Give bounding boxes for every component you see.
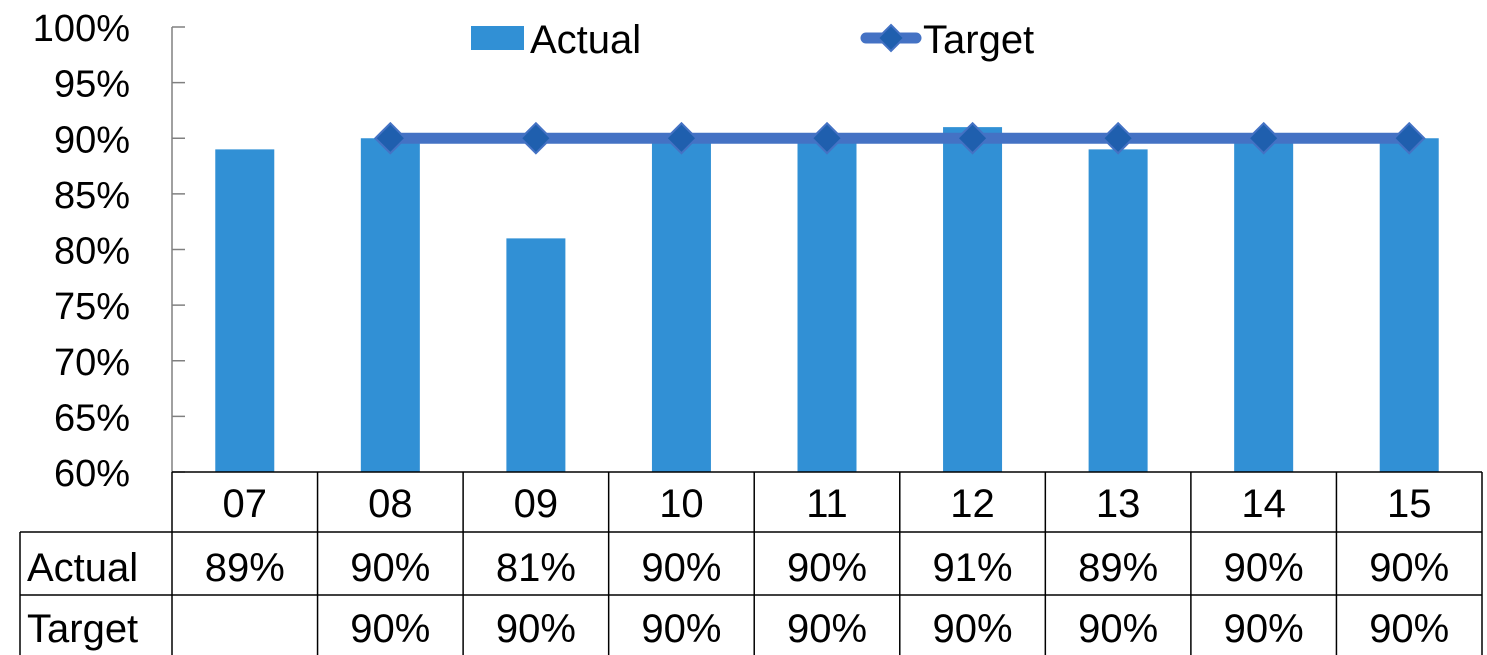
legend-target-label: Target [923, 18, 1034, 62]
x-category-label: 12 [950, 482, 995, 526]
target-marker [956, 121, 989, 155]
y-tick-label: 65% [54, 397, 130, 439]
target-value-cell: 90% [787, 607, 867, 651]
target-value-cell: 90% [1224, 607, 1304, 651]
actual-value-cell: 90% [787, 546, 867, 590]
target-value-cell: 90% [496, 607, 576, 651]
actual-bars [215, 127, 1439, 472]
actual-bar [506, 238, 566, 472]
target-value-cell: 90% [1078, 607, 1158, 651]
y-tick-label: 60% [54, 453, 130, 495]
actual-bar [943, 127, 1003, 472]
actual-bar [1379, 138, 1439, 472]
legend-actual-swatch [471, 26, 524, 50]
actual-bar [360, 138, 420, 472]
actual-value-cell: 90% [1224, 546, 1304, 590]
actual-bar [1088, 149, 1148, 472]
actual-bar [215, 149, 275, 472]
y-tick-label: 90% [54, 119, 130, 161]
x-category-label: 15 [1387, 482, 1432, 526]
y-axis: 60% 65% 70% 75% 80% 85% 90% 95% 100% [33, 8, 185, 495]
actual-value-cell: 91% [933, 546, 1013, 590]
target-marker [1247, 121, 1281, 155]
target-row-header: Target [27, 607, 138, 651]
actual-bar [651, 138, 711, 472]
target-marker [810, 121, 844, 155]
target-value-cell: 90% [1369, 607, 1449, 651]
target-marker [1392, 121, 1426, 155]
actual-bar [1234, 138, 1294, 472]
data-table: 07 08 09 10 11 12 13 14 15 Actual 89% 90% 81% 90% 90% 9… [19, 471, 1483, 655]
actual-row-header: Actual [27, 546, 138, 590]
target-line [373, 121, 1426, 155]
x-category-label: 11 [806, 482, 848, 526]
y-tick-label: 95% [54, 64, 130, 106]
x-category-label: 08 [368, 482, 413, 526]
target-marker [519, 121, 553, 155]
actual-value-cell: 90% [641, 546, 721, 590]
legend-actual-label: Actual [530, 18, 641, 62]
y-tick-label: 75% [54, 286, 130, 328]
target-marker [373, 121, 407, 155]
target-value-cell: 90% [933, 607, 1013, 651]
x-category-label: 13 [1096, 482, 1141, 526]
target-value-cell: 90% [641, 607, 721, 651]
actual-value-cell: 89% [1078, 546, 1158, 590]
actual-value-cell: 81% [496, 546, 576, 590]
x-category-label: 09 [514, 482, 559, 526]
legend-target-marker [876, 23, 906, 53]
actual-value-cell: 90% [350, 546, 430, 590]
y-tick-label: 70% [54, 342, 130, 384]
actual-value-cell: 90% [1369, 546, 1449, 590]
x-category-label: 07 [223, 482, 268, 526]
target-marker [665, 121, 698, 155]
target-marker [1101, 121, 1135, 155]
actual-bar [797, 138, 857, 472]
y-tick-label: 100% [33, 8, 130, 50]
actual-value-cell: 89% [205, 546, 285, 590]
x-category-label: 14 [1241, 482, 1286, 526]
y-tick-label: 85% [54, 175, 130, 217]
legend: Actual Target [471, 18, 1034, 62]
target-value-cell: 90% [350, 607, 430, 651]
x-category-label: 10 [659, 482, 704, 526]
y-tick-label: 80% [54, 231, 130, 273]
